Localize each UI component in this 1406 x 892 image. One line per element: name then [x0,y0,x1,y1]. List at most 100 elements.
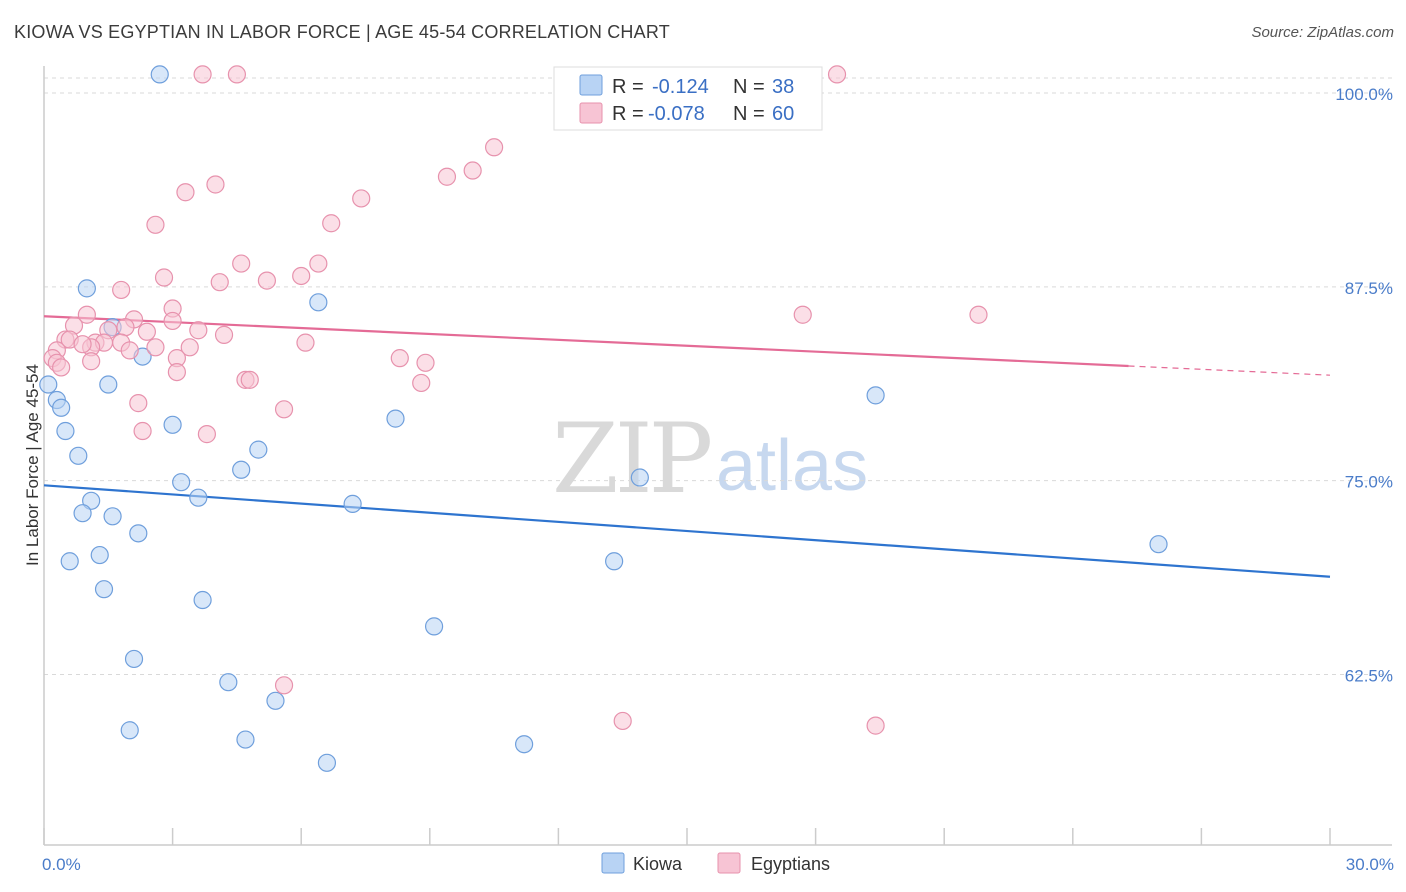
kiowa-point [232,460,251,479]
egyptian-point [416,353,435,372]
kiowa-point [866,386,885,405]
bottom-legend-kiowa-label: Kiowa [633,854,683,874]
egyptian-point [189,321,208,340]
egyptian-point [73,335,92,354]
kiowa-point [236,730,255,749]
egyptian-point [412,373,431,393]
watermark-zip: ZIP [552,403,711,515]
egyptian-point [227,65,246,84]
egyptian-point [437,167,457,186]
egyptian-trend-line-extension [1128,365,1331,376]
egyptian-point [197,425,216,444]
kiowa-point [124,649,144,669]
kiowa-point [605,552,624,571]
bottom-legend-egyptians-label: Egyptians [751,854,830,874]
egyptian-point [210,273,229,292]
egyptian-point [463,161,482,180]
egyptian-point [257,271,277,290]
watermark-atlas: atlas [716,426,868,506]
y-axis-label: In Labor Force | Age 45-54 [23,364,42,566]
kiowa-point [1149,535,1168,554]
egyptian-point [77,305,96,324]
legend-kiowa-r-value: -0.124 [652,76,709,98]
egyptian-point [146,215,165,234]
chart-title: KIOWA VS EGYPTIAN IN LABOR FORCE | AGE 4… [14,22,670,42]
egyptian-point [793,305,812,324]
egyptian-point [866,716,885,735]
legend-egyptians-swatch [579,102,603,124]
kiowa-point [249,440,268,459]
egyptian-point [206,175,225,194]
kiowa-point [266,691,285,710]
egyptian-point [969,305,988,324]
bottom-legend-kiowa-swatch [601,852,625,874]
egyptian-point [163,311,182,331]
kiowa-point [515,735,534,754]
egyptian-point [296,333,315,352]
kiowa-point [129,524,148,543]
y-tick-label: 87.5% [1345,279,1393,298]
legend-box: R = -0.124 N = 38 R = -0.078 N = 60 [553,66,823,131]
kiowa-point [219,673,238,692]
kiowa-point [99,375,118,394]
kiowa-point [39,375,58,394]
kiowa-point [73,504,92,523]
egyptian-point [214,325,234,344]
egyptian-point [390,349,409,368]
x-tick-label: 30.0% [1346,855,1394,874]
kiowa-point [90,545,109,565]
legend-egyptians-n-label: N = [733,103,765,125]
kiowa-point [77,279,96,298]
egyptian-point [613,711,632,731]
kiowa-point [52,398,71,417]
kiowa-point [172,473,191,492]
egyptian-point [82,352,101,371]
kiowa-point [630,468,649,487]
egyptian-point [322,214,341,233]
egyptian-point [274,400,294,419]
egyptian-point [154,268,174,287]
y-tick-label: 75.0% [1345,473,1393,492]
kiowa-point [69,446,88,465]
egyptian-point [352,189,371,208]
kiowa-point [82,491,101,510]
source-label: Source: ZipAtlas.com [1251,24,1394,41]
egyptian-point [292,266,311,286]
egyptian-point [193,65,212,84]
egyptian-point [129,394,148,413]
legend-kiowa-r-label: R = [612,76,644,98]
kiowa-point [56,421,75,441]
egyptian-point [180,338,199,357]
egyptian-point [146,338,165,357]
legend-egyptians-n-value: 60 [772,103,794,125]
egyptian-point [827,65,847,84]
egyptian-point [240,370,259,389]
kiowa-point [386,409,405,428]
legend-egyptians-r-value: -0.078 [648,103,705,125]
kiowa-point [120,721,139,740]
legend-kiowa-n-value: 38 [772,76,794,98]
kiowa-point [150,65,169,84]
egyptian-point [120,341,139,360]
kiowa-trend-line [43,484,1331,578]
kiowa-point [103,507,122,526]
egyptian-point [52,358,71,377]
egyptian-trend-line [43,315,1129,368]
kiowa-point [163,415,182,434]
kiowa-point [309,293,328,312]
egyptian-point [485,138,504,157]
kiowa-point [189,488,208,507]
y-tick-label: 100.0% [1335,85,1393,104]
bottom-legend: Kiowa Egyptians [601,852,830,874]
kiowa-point [424,617,444,636]
kiowa-point [94,580,114,599]
kiowa-point [317,753,337,772]
legend-kiowa-n-label: N = [733,76,765,98]
x-tick-label: 0.0% [42,855,81,874]
legend-kiowa-swatch [579,74,603,96]
bottom-legend-egyptians-swatch [717,852,741,874]
egyptian-point [309,254,328,273]
kiowa-point [193,590,212,610]
egyptian-point [232,254,251,273]
